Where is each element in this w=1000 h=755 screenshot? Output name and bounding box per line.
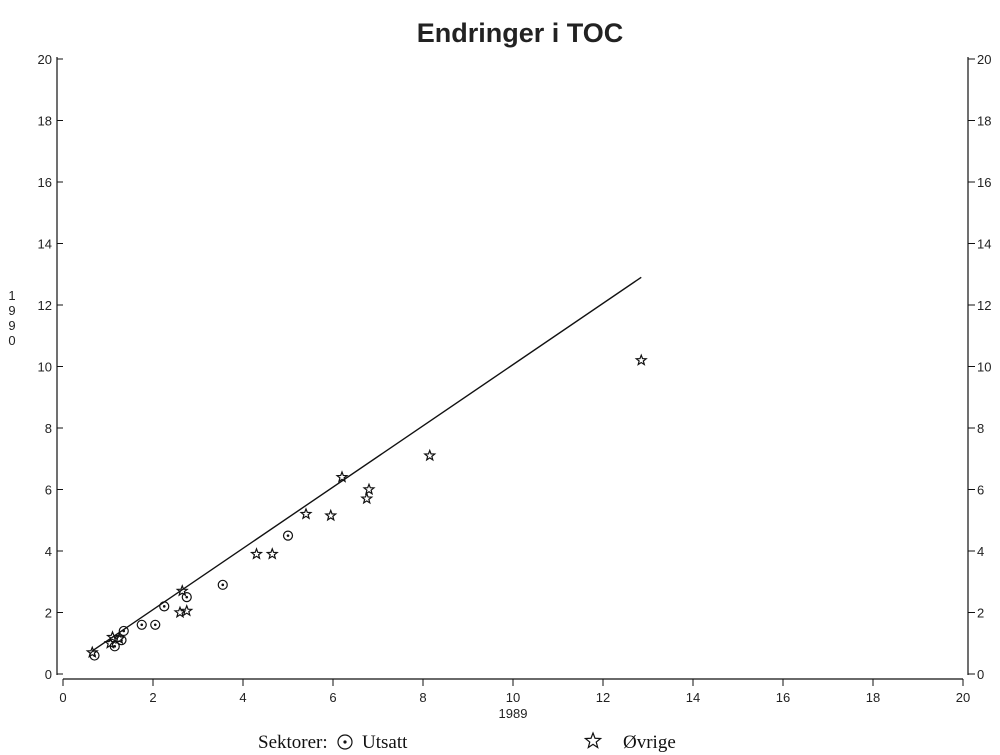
x-tick-label: 18 [866,690,880,705]
y-tick-label-right: 20 [977,52,991,67]
x-tick-label: 8 [419,690,426,705]
legend-utsatt-marker [337,734,353,750]
y-tick-label-left: 2 [45,606,52,621]
point-utsatt [159,601,170,612]
point-utsatt [136,619,147,630]
y-tick-label-right: 18 [977,114,991,129]
y-tick-label-left: 16 [38,175,52,190]
y-tick-label-right: 0 [977,667,984,682]
x-tick-label: 6 [329,690,336,705]
y-tick-label-right: 10 [977,360,991,375]
y-tick-label-right: 12 [977,298,991,313]
point-ovrige [175,584,189,597]
x-axis-label: 1989 [499,706,528,721]
point-ovrige [265,547,279,560]
point-ovrige [105,630,120,643]
y-tick-label-left: 14 [38,237,52,252]
x-tick-label: 12 [596,690,610,705]
y-tick-label-left: 12 [38,298,52,313]
y-tick-label-left: 4 [45,544,52,559]
y-tick-label-right: 6 [977,483,984,498]
x-tick-label: 20 [956,690,970,705]
point-ovrige [85,645,99,659]
regression-line [91,276,642,652]
point-ovrige [249,547,264,560]
x-tick-label: 10 [506,690,520,705]
chart-title: Endringer i TOC [417,18,624,48]
x-tick-label: 16 [776,690,790,705]
point-ovrige [299,507,313,520]
point-ovrige [103,636,117,649]
point-ovrige [112,631,126,645]
point-ovrige [324,508,338,522]
point-utsatt [150,619,161,630]
y-tick-label-right: 16 [977,175,991,190]
y-tick-label-left: 20 [38,52,52,67]
point-ovrige [362,482,376,496]
legend-ovrige-marker [583,731,603,749]
point-ovrige [634,353,648,366]
y-tick-label-right: 8 [977,421,984,436]
point-ovrige [335,470,349,483]
x-tick-label: 0 [59,690,66,705]
point-ovrige [423,448,437,462]
legend-ovrige-label: Øvrige [623,732,676,753]
y-tick-label-left: 0 [45,667,52,682]
y-tick-label-right: 4 [977,544,984,559]
y-tick-label-left: 6 [45,483,52,498]
legend-title: Sektorer: [258,732,328,753]
legend-utsatt-label: Utsatt [362,732,408,753]
y-tick-label-left: 10 [38,360,52,375]
x-tick-label: 4 [239,690,246,705]
point-utsatt [118,625,129,637]
x-tick-label: 2 [149,690,156,705]
point-ovrige [180,604,194,617]
point-utsatt [181,592,192,603]
point-ovrige [360,491,374,505]
point-utsatt [282,530,294,541]
data-points [85,353,648,661]
y-tick-label-left: 8 [45,421,52,436]
plot-axes [56,57,969,680]
point-utsatt [217,579,228,590]
x-tick-label: 14 [686,690,700,705]
y-tick-label-right: 2 [977,606,984,621]
y-tick-label-left: 18 [38,114,52,129]
legend: Sektorer: Utsatt Øvrige [258,731,676,753]
y-tick-label-right: 14 [977,237,991,252]
